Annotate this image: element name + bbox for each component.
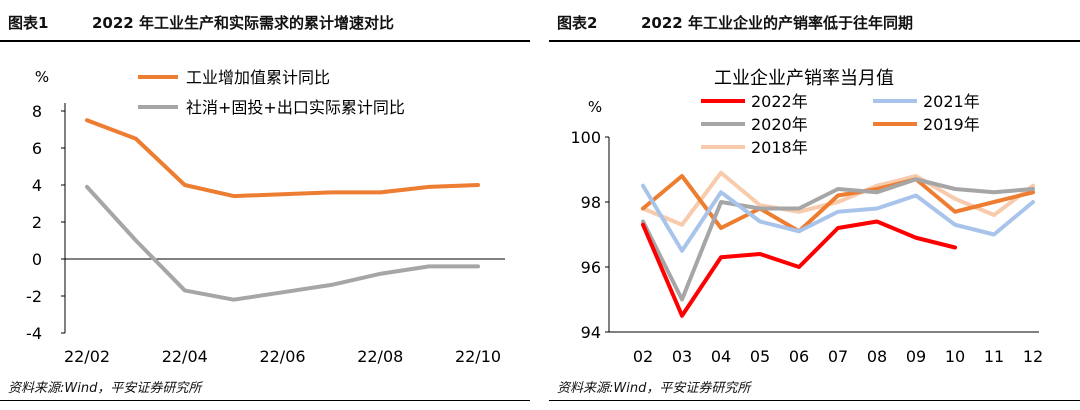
x-tick-label: 05 <box>750 347 770 366</box>
x-tick-label: 22/06 <box>259 347 305 366</box>
chart-right: 100 98 96 94% 02 03 04 05 06 07 08 09 10 11 12 工业企业产销率当… <box>570 68 1043 366</box>
legend-label: 2022年 <box>751 92 808 111</box>
x-tick-label: 22/02 <box>64 347 110 366</box>
y-tick-label: 8 <box>32 102 42 121</box>
y-tick-label: 96 <box>581 258 601 277</box>
chart-title: 工业企业产销率当月值 <box>714 68 894 89</box>
x-tick-label: 22/08 <box>357 347 403 366</box>
figure-panel-right: 图表2 2022 年工业企业的产销率低于往年同期 100 98 96 94% 02 03 0… <box>549 0 1080 410</box>
y-tick-label: 94 <box>581 323 601 342</box>
series-line-1 <box>85 184 480 302</box>
header-rule <box>549 40 1080 42</box>
x-tick-label: 09 <box>906 347 926 366</box>
x-tick-label: 06 <box>789 347 809 366</box>
figure-header: 图表1 2022 年工业生产和实际需求的累计增速对比 <box>0 6 530 36</box>
figure-number: 图表1 <box>8 14 49 32</box>
x-tick-label: 04 <box>711 347 731 366</box>
figure-header: 图表2 2022 年工业企业的产销率低于往年同期 <box>549 6 1080 36</box>
footer-rule <box>549 400 1080 401</box>
y-tick-label: 6 <box>32 139 42 158</box>
legend-label: 2020年 <box>751 115 808 134</box>
figure-title: 2022 年工业企业的产销率低于往年同期 <box>641 14 913 32</box>
x-tick-label: 22/04 <box>162 347 208 366</box>
footer-rule <box>0 400 530 401</box>
figure-panel-left: 图表1 2022 年工业生产和实际需求的累计增速对比 8 6 4 2 0 -2 -4% 22/… <box>0 0 530 410</box>
x-tick-label: 12 <box>1023 347 1043 366</box>
legend-label: 工业增加值累计同比 <box>186 68 330 87</box>
x-tick-label: 22/10 <box>455 347 501 366</box>
figure-number: 图表2 <box>557 14 598 32</box>
legend-label: 2018年 <box>751 138 808 157</box>
x-tick-label: 03 <box>672 347 692 366</box>
y-tick-label: 0 <box>32 250 42 269</box>
y-tick-label: 4 <box>32 176 42 195</box>
x-tick-label: 11 <box>984 347 1004 366</box>
x-tick-label: 10 <box>945 347 965 366</box>
y-tick-label: 2 <box>32 213 42 232</box>
y-tick-label: 98 <box>581 193 601 212</box>
x-tick-label: 07 <box>828 347 848 366</box>
y-tick-label: -4 <box>26 324 42 343</box>
y-tick-label: -2 <box>26 287 42 306</box>
series-line-0 <box>85 118 480 199</box>
y-axis-unit: % <box>35 68 49 86</box>
chart-left: 8 6 4 2 0 -2 -4% 22/02 22/04 22/06 22/08 22/10 工业增加值… <box>26 68 505 366</box>
legend-label: 2019年 <box>923 115 980 134</box>
x-tick-label: 02 <box>633 347 653 366</box>
legend-label: 社消+固投+出口实际累计同比 <box>186 98 405 117</box>
source-note: 资料来源:Wind，平安证券研究所 <box>557 381 751 396</box>
x-tick-label: 08 <box>867 347 887 366</box>
source-note: 资料来源:Wind，平安证券研究所 <box>8 381 202 396</box>
figure-title: 2022 年工业生产和实际需求的累计增速对比 <box>92 14 394 32</box>
header-rule <box>0 40 530 42</box>
legend-label: 2021年 <box>923 92 980 111</box>
y-axis-unit: % <box>588 98 602 116</box>
y-tick-label: 100 <box>570 128 601 147</box>
